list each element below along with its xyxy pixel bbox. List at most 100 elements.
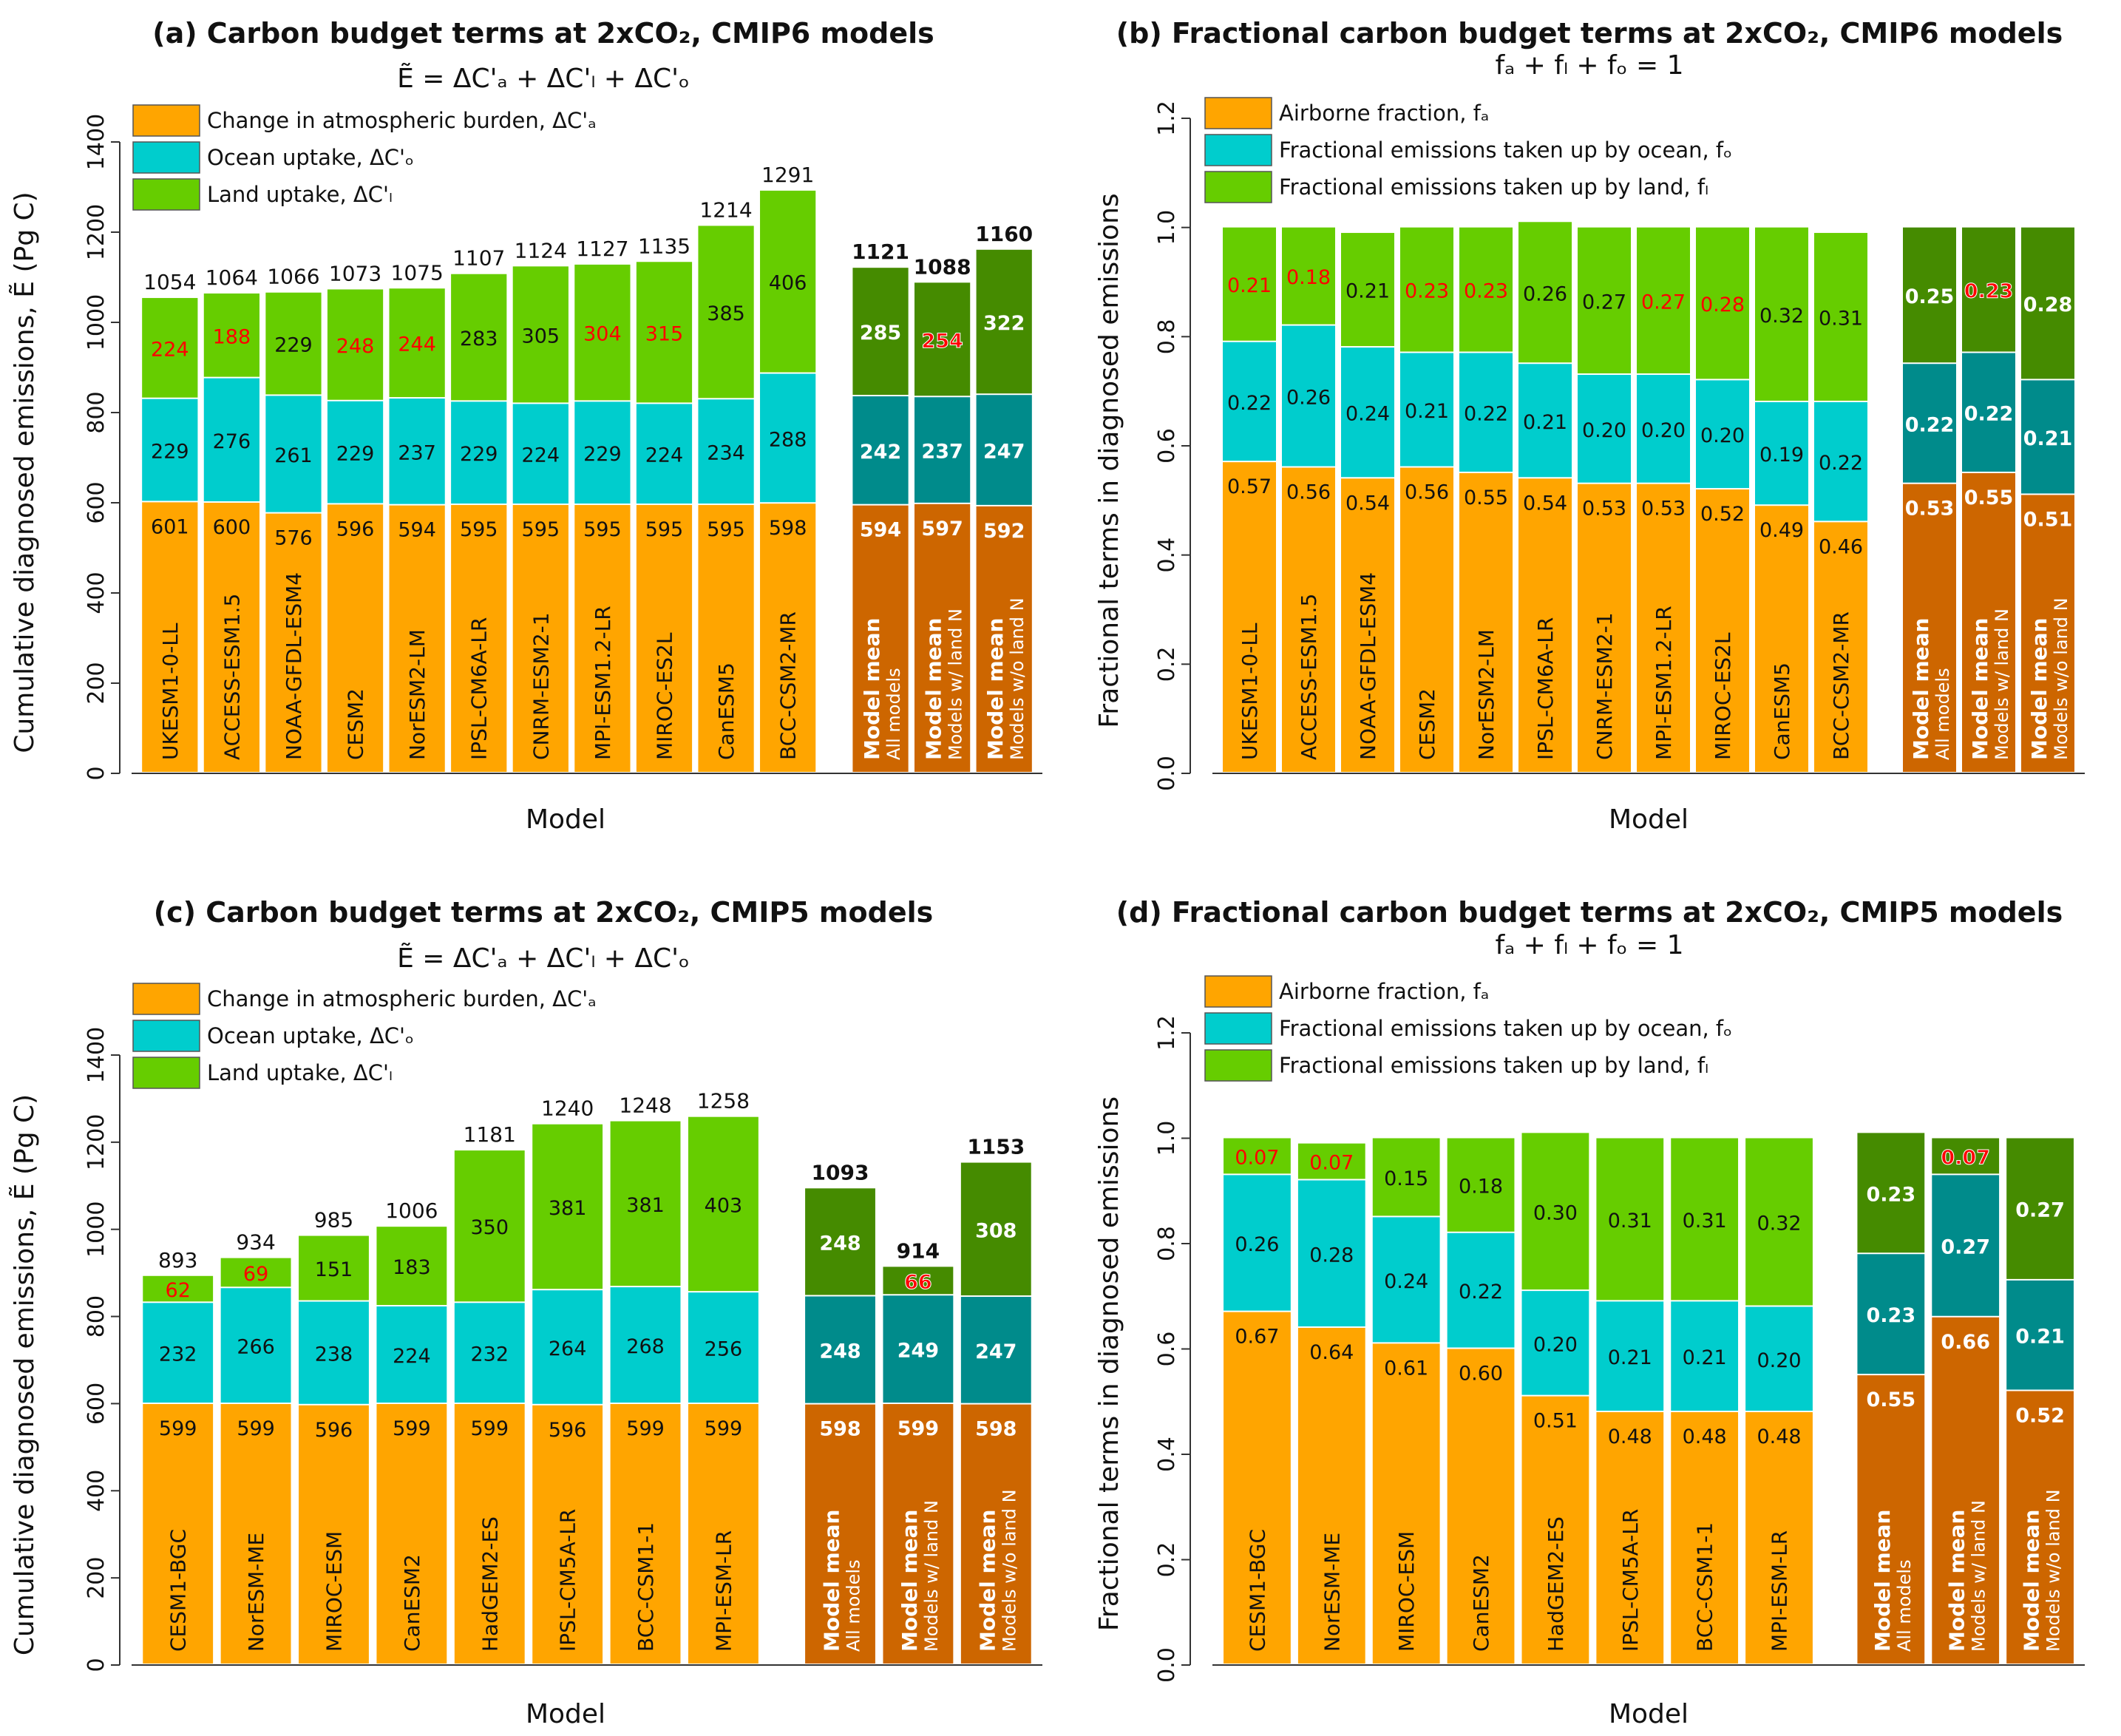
- bar-segment-atmos: [883, 1404, 954, 1664]
- bar-segment-atmos: [389, 505, 445, 772]
- bar-segment-ocean: [1447, 1233, 1515, 1348]
- segment-value-label: 232: [470, 1343, 509, 1366]
- segment-value-label: 0.52: [1700, 503, 1745, 526]
- x-axis-label: Model: [526, 804, 605, 835]
- x-category-sublabel: All models: [883, 668, 904, 760]
- segment-value-label: 0.18: [1286, 266, 1331, 289]
- legend-label: Fractional emissions taken up by ocean, …: [1279, 1016, 1732, 1041]
- x-category-label: HadGEM2-ES: [478, 1516, 502, 1652]
- segment-value-label: 0.21: [2015, 1326, 2065, 1349]
- segment-value-label: 0.27: [1641, 291, 1686, 313]
- y-tick-label: 0.8: [1154, 319, 1180, 354]
- x-category-label: IPSL-CM6A-LR: [467, 617, 492, 760]
- segment-value-label: 0.24: [1384, 1270, 1428, 1293]
- segment-value-label: 308: [975, 1219, 1017, 1242]
- y-tick-label: 1.0: [1154, 210, 1180, 245]
- legend-label: Change in atmospheric burden, ΔC'ₐ: [207, 986, 597, 1011]
- segment-value-label: 599: [159, 1417, 197, 1440]
- bar-segment-atmos: [914, 503, 971, 772]
- bar-segment-atmos: [451, 505, 507, 772]
- bar-total-label: 1107: [452, 246, 505, 271]
- y-tick-label: 200: [84, 1557, 109, 1599]
- segment-value-label: 268: [626, 1335, 665, 1358]
- bar-segment-ocean: [960, 1297, 1031, 1403]
- x-category-label: Model mean: [2020, 1510, 2044, 1652]
- bar-segment-land: [852, 268, 909, 396]
- bar-segment-atmos: [636, 505, 693, 772]
- panel-equation: fₐ + fₗ + fₒ = 1: [1495, 50, 1683, 81]
- x-category-label: HadGEM2-ES: [1544, 1516, 1568, 1652]
- x-category-sublabel: Models w/o land N: [2051, 597, 2071, 760]
- segment-value-label: 0.26: [1523, 282, 1567, 305]
- y-tick-label: 800: [84, 391, 109, 433]
- panel-b: (b) Fractional carbon budget terms at 2x…: [1094, 17, 2085, 835]
- bar-segment-ocean: [142, 399, 198, 501]
- segment-value-label: 242: [860, 441, 901, 464]
- legend-swatch: [1204, 97, 1272, 129]
- bar-total-label: 893: [158, 1248, 197, 1272]
- bar-segment-land: [914, 282, 971, 396]
- segment-value-label: 254: [921, 330, 963, 353]
- y-tick-label: 1000: [84, 294, 109, 350]
- bar-segment-ocean: [1518, 364, 1572, 478]
- bar-segment-ocean: [376, 1306, 447, 1403]
- bar-segment-land: [1814, 233, 1867, 401]
- segment-value-label: 0.54: [1345, 492, 1390, 515]
- bar-segment-ocean: [299, 1301, 369, 1404]
- bar-segment-atmos: [327, 504, 384, 772]
- segment-value-label: 256: [705, 1338, 743, 1361]
- y-tick-label: 800: [84, 1295, 109, 1337]
- x-category-label: MPI-ESM-LR: [711, 1530, 736, 1652]
- segment-value-label: 0.20: [1582, 419, 1626, 442]
- bar-segment-ocean: [1400, 353, 1453, 467]
- x-category-label: MPI-ESM1.2-LR: [591, 606, 615, 760]
- y-tick-label: 400: [84, 1470, 109, 1512]
- bar-segment-ocean: [1962, 353, 2015, 472]
- bar-segment-atmos: [265, 513, 322, 772]
- bar-total-label: 1066: [267, 265, 319, 289]
- x-category-label: UKESM1-0-LL: [1238, 623, 1262, 760]
- segment-value-label: 151: [315, 1258, 353, 1281]
- x-category-label: CESM2: [344, 688, 368, 760]
- panel-c: (c) Carbon budget terms at 2xCO₂, CMIP5 …: [9, 896, 1042, 1729]
- segment-value-label: 248: [819, 1232, 861, 1255]
- segment-value-label: 0.07: [1235, 1146, 1279, 1169]
- segment-value-label: 0.54: [1523, 492, 1567, 515]
- segment-value-label: 0.66: [1941, 1331, 1990, 1354]
- segment-value-label: 183: [393, 1256, 431, 1279]
- segment-value-label: 0.21: [1523, 411, 1567, 434]
- bar-total-label: 1088: [914, 254, 971, 279]
- x-category-label: CanESM2: [400, 1554, 424, 1652]
- segment-value-label: 232: [159, 1343, 197, 1366]
- segment-value-label: 0.23: [1964, 280, 2014, 303]
- segment-value-label: 247: [983, 441, 1025, 464]
- segment-value-label: 592: [983, 520, 1025, 543]
- segment-value-label: 599: [897, 1417, 939, 1440]
- x-axis-label: Model: [1609, 804, 1689, 835]
- segment-value-label: 381: [549, 1197, 587, 1220]
- bar-segment-ocean: [1521, 1291, 1589, 1395]
- segment-value-label: 0.30: [1533, 1201, 1578, 1224]
- bar-segment-atmos: [610, 1404, 681, 1664]
- segment-value-label: 598: [819, 1418, 861, 1441]
- segment-value-label: 0.28: [2023, 294, 2073, 316]
- segment-value-label: 0.22: [1819, 452, 1863, 475]
- segment-value-label: 0.20: [1533, 1333, 1578, 1356]
- x-category-label: CESM1-BGC: [1245, 1529, 1269, 1652]
- segment-value-label: 0.19: [1759, 444, 1804, 467]
- segment-value-label: 224: [151, 338, 189, 361]
- bar-segment-land: [265, 292, 322, 395]
- bar-total-label: 1291: [761, 163, 814, 187]
- segment-value-label: 595: [583, 518, 622, 541]
- y-axis-label: Fractional terms in diagnosed emissions: [1094, 193, 1124, 728]
- bar-segment-land: [142, 298, 198, 398]
- bar-segment-atmos: [1962, 472, 2015, 772]
- bar-segment-land: [1578, 227, 1631, 374]
- segment-value-label: 0.61: [1384, 1357, 1428, 1380]
- panel-title: (c) Carbon budget terms at 2xCO₂, CMIP5 …: [154, 896, 933, 929]
- segment-value-label: 0.26: [1286, 387, 1331, 410]
- bar-segment-ocean: [698, 399, 754, 504]
- y-tick-label: 0.4: [1154, 1437, 1180, 1472]
- y-tick-label: 1.2: [1154, 101, 1180, 136]
